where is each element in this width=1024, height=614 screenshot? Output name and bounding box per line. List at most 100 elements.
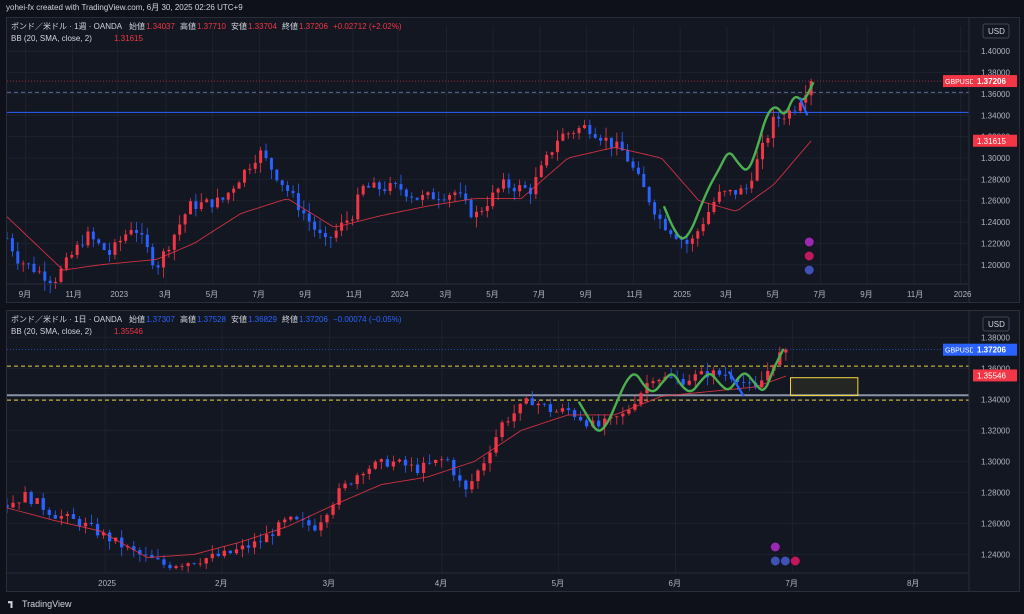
candle — [464, 480, 468, 490]
candle — [507, 179, 511, 188]
price-axis[interactable]: 1.38000 1.36000 1.34000 1.32000 1.30000 1.280… — [943, 311, 1019, 591]
target-box[interactable] — [790, 377, 859, 397]
candle — [59, 515, 63, 519]
time-axis[interactable]: 9月 11月 2023 3月 5月 7月 9月 11月 2024 3月 5月 7月 9月 11月 2025 3… — [7, 283, 972, 299]
candle — [59, 268, 63, 282]
candle — [784, 349, 788, 353]
candle — [793, 110, 797, 112]
event-icons[interactable] — [769, 541, 801, 567]
candle — [17, 502, 21, 504]
bollinger-basis-line — [7, 375, 787, 558]
symbol-tag-label: GBPUSD — [945, 348, 975, 355]
candle — [11, 502, 15, 508]
candle — [172, 234, 176, 250]
candle — [476, 470, 480, 482]
price-tick: 1.28000 — [981, 488, 1010, 497]
candle — [488, 452, 492, 464]
candle — [448, 195, 452, 200]
candle — [712, 201, 716, 213]
candle — [404, 189, 408, 197]
candle — [269, 158, 273, 170]
candle — [194, 201, 198, 210]
indicator-value: 1.35546 — [114, 327, 143, 336]
candle — [307, 213, 311, 222]
ohlc-label: 安値 — [231, 21, 247, 31]
time-tick: 5月 — [486, 290, 498, 299]
candle — [636, 167, 640, 174]
time-axis[interactable]: 2025 2月 3月 4月 5月 6月 7月 8月 — [7, 572, 969, 588]
candle — [319, 522, 323, 531]
wave-drawing[interactable] — [578, 348, 785, 432]
grid — [7, 319, 969, 573]
candle — [717, 370, 722, 375]
candle — [228, 550, 233, 554]
economic-event-icon[interactable] — [803, 264, 815, 276]
ohlc-label: 高値 — [180, 314, 196, 324]
price-change: −0.00074 (−0.05%) — [333, 315, 402, 324]
ohlc-value: 1.34037 — [146, 22, 175, 31]
candle — [107, 532, 112, 542]
time-tick: 4月 — [435, 579, 447, 588]
currency-button[interactable] — [982, 316, 1010, 332]
news-event-icon[interactable] — [803, 250, 815, 262]
candle — [782, 118, 786, 120]
dividend-event-icon[interactable] — [803, 236, 815, 248]
candle — [609, 137, 613, 148]
price-tick: 1.40000 — [981, 47, 1010, 56]
economic-event-icon[interactable] — [779, 555, 791, 567]
candle — [377, 182, 381, 190]
wave-drawing[interactable] — [663, 82, 815, 240]
candle — [240, 545, 245, 550]
candle — [162, 559, 166, 565]
candle — [64, 257, 68, 269]
candle — [639, 393, 643, 404]
candle — [226, 192, 230, 200]
candle — [804, 95, 808, 103]
ohlc-value: 1.37710 — [197, 22, 226, 31]
candle — [156, 557, 160, 560]
candle — [334, 230, 338, 238]
ohlc-label: 高値 — [180, 21, 196, 31]
candle — [291, 190, 295, 194]
weekly-chart: 1.400001.380001.360001.340001.320001.300… — [7, 18, 1019, 302]
price-axis[interactable]: 1.400001.380001.360001.340001.320001.300… — [943, 18, 1019, 302]
candle — [289, 516, 293, 520]
impulse-line[interactable] — [727, 370, 745, 397]
price-tick: 1.30000 — [981, 154, 1010, 163]
candle — [674, 234, 678, 239]
news-event-icon[interactable] — [789, 555, 801, 567]
time-tick: 2025 — [673, 290, 691, 299]
candle — [23, 492, 27, 503]
candle — [89, 522, 94, 525]
economic-event-icon[interactable] — [769, 555, 781, 567]
candle — [27, 263, 31, 265]
candle — [647, 187, 651, 203]
candle — [409, 464, 414, 466]
candle — [550, 152, 554, 155]
candle — [615, 416, 619, 418]
candle — [361, 185, 365, 195]
candle — [577, 128, 581, 134]
candle — [747, 382, 752, 384]
candle — [548, 404, 553, 413]
candle — [728, 189, 732, 192]
impulse-line[interactable] — [798, 97, 809, 116]
event-icons[interactable] — [803, 236, 815, 276]
legend[interactable]: ポンド／米ドル · 1日 · OANDA 始値 1.37307 高値 1.37528 安値… — [11, 314, 402, 336]
candles — [7, 346, 788, 573]
legend[interactable]: ポンド／米ドル · 1週 · OANDA 始値 1.34037 高値 1.37710 安値… — [11, 21, 402, 43]
candle — [480, 210, 484, 212]
daily-chart-panel[interactable]: 1.38000 1.36000 1.34000 1.32000 1.30000 1.280… — [6, 310, 1020, 592]
dividend-event-icon[interactable] — [769, 541, 781, 553]
candle — [270, 534, 275, 536]
candle — [35, 498, 39, 504]
time-tick: 11月 — [907, 290, 923, 299]
candle — [431, 192, 435, 200]
candle — [485, 206, 489, 211]
time-tick: 8月 — [907, 579, 919, 588]
ohlc-value: 1.37206 — [299, 315, 328, 324]
candle — [385, 459, 390, 467]
weekly-chart-panel[interactable]: 1.400001.380001.360001.340001.320001.300… — [6, 17, 1020, 303]
candle — [453, 192, 457, 196]
currency-button[interactable] — [982, 23, 1010, 39]
